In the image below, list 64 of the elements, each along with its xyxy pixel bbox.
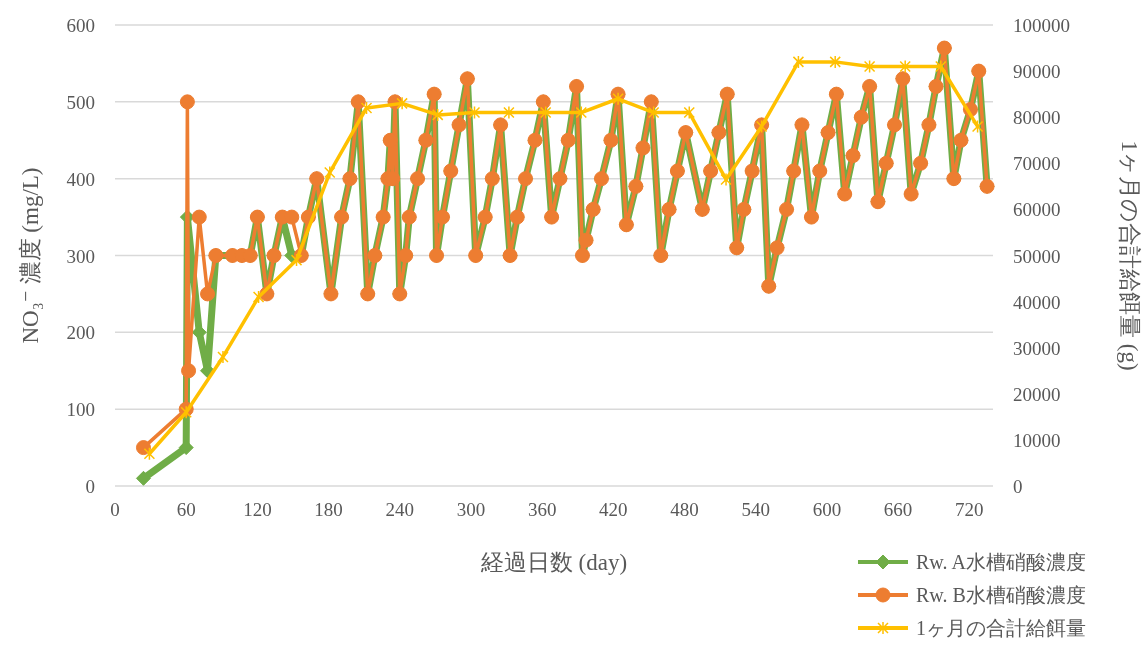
ytick: 100 — [66, 399, 95, 421]
xtick: 240 — [385, 499, 414, 520]
xtick: 180 — [314, 499, 343, 520]
point — [899, 59, 911, 74]
ytick: 300 — [66, 245, 95, 267]
y2tick: 70000 — [1013, 153, 1061, 175]
point — [683, 105, 696, 120]
xtick: 540 — [741, 499, 770, 520]
xtick: 60 — [176, 499, 196, 520]
y2tick: 100000 — [1013, 15, 1070, 36]
y2tick: 80000 — [1013, 107, 1061, 129]
point — [647, 105, 660, 120]
legend-label: Rw. A水槽硝酸濃度 — [916, 551, 1086, 573]
point — [180, 405, 192, 419]
point — [863, 59, 876, 74]
legend-item: 1ヶ月の合計給餌量 — [858, 617, 1086, 639]
point — [217, 350, 229, 364]
xtick: 480 — [670, 499, 699, 520]
point — [612, 92, 624, 106]
xtick: 0 — [110, 499, 120, 520]
xlabel: 経過日数 (day) — [480, 550, 628, 575]
y2tick: 40000 — [1013, 291, 1061, 313]
point — [324, 165, 336, 180]
point — [252, 290, 265, 304]
point — [396, 96, 408, 111]
ytick: 400 — [66, 168, 95, 190]
y2tick: 10000 — [1013, 429, 1061, 451]
point — [829, 55, 841, 69]
point — [575, 105, 588, 120]
xtick: 360 — [527, 499, 557, 520]
point — [468, 105, 481, 120]
y2label: 1ヶ月の合計給餌量 (g) — [1117, 140, 1142, 371]
point — [143, 446, 156, 461]
legend-item: Rw. A水槽硝酸濃度 — [858, 551, 1086, 573]
point — [290, 253, 303, 267]
point — [503, 105, 515, 120]
xtick: 600 — [812, 499, 842, 520]
legend-item: Rw. B水槽硝酸濃度 — [858, 584, 1086, 606]
point — [792, 55, 805, 69]
ytick: 200 — [66, 322, 95, 344]
legend-label: Rw. B水槽硝酸濃度 — [916, 584, 1086, 606]
point — [431, 108, 444, 122]
xtick: 300 — [456, 499, 486, 520]
xtick: 660 — [883, 499, 913, 520]
xtick: 120 — [243, 499, 272, 520]
point — [971, 119, 984, 134]
y2tick: 50000 — [1013, 245, 1061, 267]
ytick: 0 — [85, 476, 95, 497]
y2tick: 30000 — [1013, 337, 1061, 359]
point — [720, 172, 732, 187]
ytick: 500 — [66, 91, 95, 113]
point — [539, 105, 552, 120]
ylabel: NO₃⁻ 濃度 (mg/L) — [18, 167, 43, 344]
legend-label: 1ヶ月の合計給餌量 — [916, 617, 1086, 639]
point — [360, 101, 373, 115]
point — [935, 59, 947, 74]
ytick: 600 — [66, 15, 95, 36]
y2tick: 60000 — [1013, 199, 1061, 221]
y2tick: 20000 — [1013, 383, 1061, 405]
xtick: 420 — [599, 499, 628, 520]
xtick: 720 — [955, 499, 984, 520]
y2tick: 0 — [1013, 476, 1023, 497]
y2tick: 90000 — [1013, 61, 1061, 83]
point — [135, 470, 151, 486]
